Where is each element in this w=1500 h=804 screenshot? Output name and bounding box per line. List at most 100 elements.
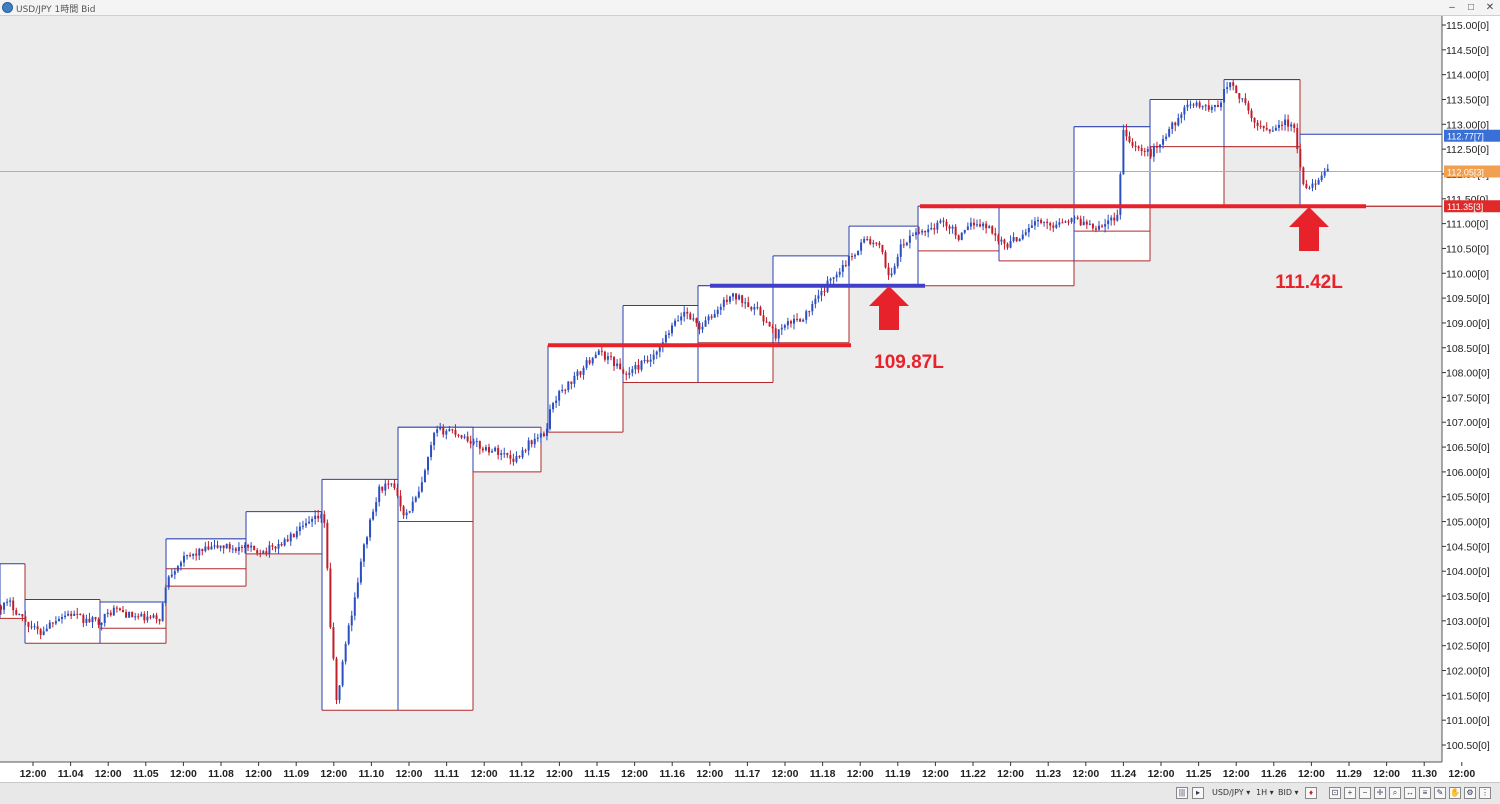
candle-body: [195, 553, 198, 556]
candle-body: [918, 232, 921, 234]
price-marker: [1444, 200, 1500, 213]
zoom-in-icon[interactable]: +: [1344, 787, 1356, 799]
candle-body: [710, 316, 713, 318]
time-tick-label: 12:00: [772, 768, 799, 780]
symbol-selector[interactable]: USD/JPY ▾: [1212, 788, 1251, 797]
time-tick-label: 11.09: [283, 768, 309, 780]
range-box-fill: [322, 479, 398, 711]
candle-body: [161, 603, 164, 622]
candle-body: [716, 309, 719, 314]
pen-icon[interactable]: ✎: [1434, 787, 1446, 799]
candle-body: [1027, 227, 1030, 233]
candle-body: [57, 618, 60, 622]
candle-body: [329, 568, 332, 628]
time-tick-label: 12:00: [20, 768, 47, 780]
candle-body: [850, 256, 853, 258]
candle-body: [481, 448, 484, 451]
settings-icon[interactable]: ⚙: [1464, 787, 1476, 799]
menu-icon[interactable]: ⋮: [1479, 787, 1491, 799]
candle-body: [497, 447, 500, 455]
candle-body: [271, 545, 274, 547]
move-icon[interactable]: ↔: [1404, 787, 1416, 799]
price-tick-label: 102.50[0]: [1446, 641, 1490, 653]
candle-body: [137, 616, 140, 618]
price-tick-label: 110.00[0]: [1446, 268, 1489, 280]
candle-body: [991, 226, 994, 234]
close-button[interactable]: ✕: [1485, 2, 1495, 13]
candle-body: [750, 307, 753, 310]
candle-body: [1311, 183, 1314, 188]
candle-body: [469, 441, 472, 444]
scroll-right-icon[interactable]: ▸: [1192, 787, 1204, 799]
crosshair-icon[interactable]: ✛: [1374, 787, 1386, 799]
price-tick-label: 113.50[0]: [1446, 94, 1489, 106]
candle-body: [640, 360, 643, 370]
candle-body: [228, 544, 231, 549]
window-titlebar: USD/JPY 1時間 Bid – □ ✕: [0, 0, 1500, 16]
candle-body: [234, 548, 237, 551]
time-tick-label: 12:00: [922, 768, 949, 780]
candle-body: [118, 608, 121, 610]
timeframe-selector[interactable]: 1H ▾: [1256, 788, 1274, 797]
candle-body: [680, 316, 683, 321]
chart-type-icon[interactable]: ♦: [1305, 787, 1317, 799]
candle-body: [216, 545, 219, 548]
range-box-fill: [999, 206, 1074, 261]
candle-body: [85, 618, 88, 623]
price-tick-label: 101.50[0]: [1446, 690, 1490, 702]
candle-body: [524, 450, 527, 452]
time-tick-label: 11.18: [810, 768, 836, 780]
candle-body: [82, 614, 85, 623]
grid-icon[interactable]: ≡: [1419, 787, 1431, 799]
range-box-fill: [773, 255, 849, 343]
candle-body: [1174, 122, 1177, 126]
candle-body: [192, 553, 195, 556]
candle-body: [954, 226, 957, 236]
candle-body: [305, 523, 307, 526]
candle-body: [1122, 129, 1125, 175]
candle-body: [131, 611, 134, 618]
candle-body: [1168, 129, 1171, 137]
range-box-fill: [849, 226, 918, 286]
candle-body: [811, 303, 814, 312]
candle-body: [515, 456, 518, 462]
candle-body: [436, 429, 439, 433]
candle-body: [36, 626, 39, 630]
candle-body: [12, 600, 15, 611]
candle-body: [1110, 217, 1113, 221]
candle-body: [1128, 136, 1131, 143]
search-icon[interactable]: ⌕: [1389, 787, 1401, 799]
candle-body: [1195, 102, 1198, 106]
candle-body: [789, 321, 792, 324]
price-axis[interactable]: 115.00[0] 114.50[0] 114.00[0] 113.50[0] 113.…: [1441, 16, 1500, 762]
hand-icon[interactable]: ✋: [1449, 787, 1461, 799]
zoom-out-icon[interactable]: −: [1359, 787, 1371, 799]
candle-body: [597, 350, 600, 355]
candle-body: [112, 607, 115, 616]
zoom-fit-icon[interactable]: ⊡: [1329, 787, 1341, 799]
candle-body: [1113, 217, 1116, 221]
range-box-fill: [398, 427, 473, 522]
candle-body: [536, 437, 539, 439]
price-side-selector[interactable]: BID ▾: [1278, 788, 1299, 797]
candle-body: [378, 486, 381, 503]
maximize-button[interactable]: □: [1467, 2, 1475, 13]
price-tick-label: 112.50[0]: [1446, 144, 1489, 156]
candle-body: [73, 613, 76, 616]
candle-body: [637, 364, 640, 370]
candle-body: [1235, 85, 1238, 94]
scroll-left-icon[interactable]: |||: [1176, 787, 1188, 799]
candle-body: [1207, 105, 1210, 110]
candle-body: [735, 293, 738, 300]
candlestick-chart[interactable]: 109.87L 111.42L 115.00[0] 114.50[0] 114.00[…: [0, 16, 1500, 796]
time-axis[interactable]: 12:00 11.04 12:00 11.05 12:00 11.08 12:00 11.09…: [0, 761, 1500, 782]
candle-body: [152, 615, 155, 618]
candle-body: [1268, 129, 1271, 132]
candle-body: [67, 613, 70, 616]
candle-body: [564, 389, 567, 391]
price-marker-label: 111.35[3]: [1447, 202, 1483, 212]
candle-body: [518, 456, 521, 458]
candle-body: [183, 555, 185, 563]
candle-body: [768, 321, 771, 327]
minimize-button[interactable]: –: [1449, 2, 1455, 13]
